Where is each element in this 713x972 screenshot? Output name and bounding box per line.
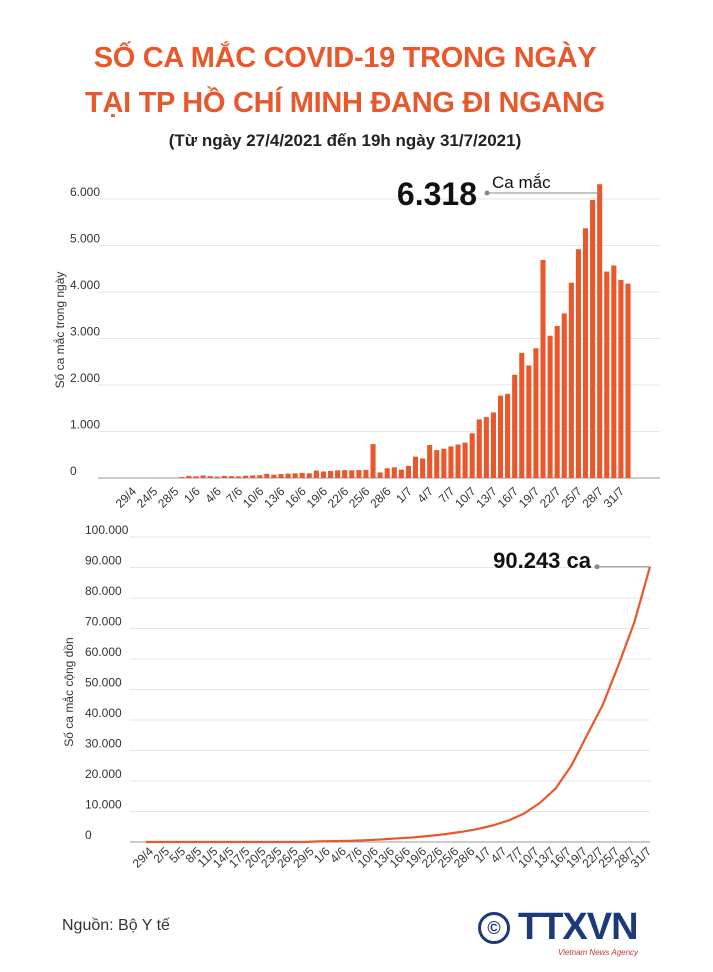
bar	[554, 325, 560, 478]
ttxvn-logo: © TTXVN Vietnam News Agency	[478, 906, 668, 966]
bar	[597, 184, 603, 478]
bar	[483, 417, 489, 478]
bar	[328, 471, 334, 478]
bar	[448, 446, 454, 478]
total-value-label: 90.243 ca	[493, 548, 592, 573]
bar	[490, 412, 496, 478]
bar	[179, 477, 185, 478]
bar	[455, 444, 461, 478]
daily-cases-bar-chart: 0 1.000 2.000 3.000 4.000 5.000 6.000 Số ca mắc…	[52, 173, 660, 511]
y-tick-label: 6.000	[70, 185, 100, 199]
bar	[370, 444, 376, 479]
bar	[512, 374, 518, 478]
bar	[342, 470, 348, 478]
bar	[257, 475, 263, 478]
bar	[412, 456, 419, 478]
bar	[526, 365, 532, 478]
y-tick-label: 100.000	[85, 523, 129, 537]
bar	[271, 474, 277, 479]
bar	[420, 458, 426, 478]
bar	[434, 450, 440, 478]
bar	[320, 471, 327, 478]
y-tick-label: 80.000	[85, 584, 122, 598]
bar	[568, 282, 574, 478]
y-tick-label: 60.000	[85, 645, 122, 659]
cumulative-cases-line-chart: 0 10.000 20.000 30.000 40.000 50.000 60.000 70.…	[61, 523, 654, 871]
bar	[278, 474, 284, 478]
bar	[299, 472, 305, 478]
bar	[193, 476, 199, 478]
bar	[398, 469, 404, 478]
bar	[264, 473, 270, 478]
y-tick-label: 90.000	[85, 554, 122, 568]
y-tick-label: 5.000	[70, 232, 100, 246]
bar	[221, 475, 227, 478]
bar	[618, 279, 624, 478]
bar	[207, 476, 213, 478]
y-tick-label: 70.000	[85, 615, 122, 629]
bar	[356, 470, 362, 478]
y-tick-label: 0	[70, 464, 77, 478]
bar	[306, 473, 312, 478]
bar	[497, 395, 504, 478]
bar	[540, 259, 546, 478]
y-axis-label: Số ca mắc trong ngày	[52, 272, 67, 389]
bar	[214, 476, 220, 479]
logo-brand: TTXVN	[518, 906, 639, 948]
annotation-text: Ca mắc	[492, 173, 551, 192]
peak-value-label: 6.318	[397, 176, 477, 212]
bar	[292, 473, 298, 478]
bar	[228, 476, 234, 478]
bar	[533, 348, 539, 478]
bar	[335, 470, 341, 478]
y-tick-label: 0	[85, 828, 92, 842]
bar	[285, 473, 291, 478]
cumulative-line	[146, 566, 652, 844]
y-tick-label: 2.000	[70, 371, 100, 385]
bar	[441, 448, 447, 478]
bar	[462, 442, 468, 478]
bar	[363, 469, 369, 478]
bar	[349, 470, 355, 478]
bar	[519, 352, 525, 478]
bar	[604, 271, 610, 478]
bar	[313, 470, 319, 478]
bar	[611, 265, 617, 479]
bar	[200, 475, 206, 478]
bar	[377, 472, 383, 478]
bar	[186, 475, 192, 478]
y-tick-label: 10.000	[85, 798, 122, 812]
bar	[590, 199, 596, 478]
y-tick-label: 30.000	[85, 737, 122, 751]
logo-tagline: Vietnam News Agency	[558, 948, 639, 957]
bar	[391, 467, 397, 478]
bar	[235, 476, 242, 478]
bar	[405, 465, 411, 478]
bar	[505, 393, 511, 478]
y-axis-label: Số ca mắc cộng dồn	[61, 637, 76, 746]
bar	[625, 283, 631, 478]
y-tick-label: 4.000	[70, 278, 100, 292]
source-note: Nguồn: Bộ Y tế	[62, 917, 170, 934]
chart-title-line-1: SỐ CA MẮC COVID-19 TRONG NGÀY	[93, 42, 597, 74]
bar	[427, 444, 433, 479]
bar	[561, 313, 567, 478]
y-tick-label: 3.000	[70, 325, 100, 339]
y-tick-label: 1.000	[70, 418, 100, 432]
chart-title-line-2: TẠI TP HỒ CHÍ MINH ĐANG ĐI NGANG	[85, 87, 605, 119]
bar	[547, 335, 553, 478]
chart-subtitle: (Từ ngày 27/4/2021 đến 19h ngày 31/7/202…	[168, 131, 522, 150]
copyright-icon: ©	[478, 912, 510, 944]
y-tick-label: 50.000	[85, 676, 122, 690]
bar	[250, 475, 256, 478]
bar	[384, 468, 390, 479]
bar	[469, 433, 475, 478]
bar	[575, 249, 581, 478]
bar	[476, 419, 482, 478]
y-tick-label: 40.000	[85, 706, 122, 720]
bar	[243, 475, 249, 479]
bar	[582, 228, 589, 478]
y-tick-label: 20.000	[85, 767, 122, 781]
